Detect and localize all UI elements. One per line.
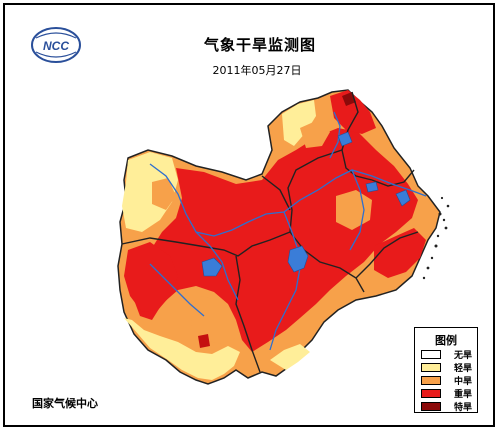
legend-swatch-severe	[421, 389, 441, 398]
light-drought-south	[124, 318, 240, 380]
logo-text: NCC	[43, 39, 69, 53]
severe-drought-east	[374, 228, 426, 278]
legend-item-extreme: 特旱	[421, 401, 477, 413]
legend-label-extreme: 特旱	[454, 403, 473, 413]
rivers	[149, 111, 427, 351]
coastal-islands	[422, 196, 450, 280]
legend-label-moderate: 中旱	[454, 377, 473, 387]
legend-swatch-light	[421, 363, 441, 372]
severe-drought-southwest	[124, 242, 178, 312]
legend-item-light: 轻旱	[421, 362, 477, 374]
legend-label-severe: 重旱	[454, 390, 473, 400]
light-drought-west	[122, 152, 178, 232]
lake-poyang	[287, 245, 309, 273]
legend-swatch-moderate	[421, 376, 441, 385]
map-date: 2011年05月27日	[212, 64, 302, 77]
moderate-patch-3	[300, 120, 330, 148]
severe-drought-northeast	[330, 90, 376, 134]
extreme-drought-2	[198, 334, 210, 348]
light-drought-southeast	[270, 344, 310, 370]
legend-label-none: 无旱	[454, 351, 473, 361]
legend-item-moderate: 中旱	[421, 375, 477, 387]
map-legend: 图例 无旱 轻旱 中旱 重旱 特旱	[414, 327, 478, 413]
ncc-logo-icon: NCC	[31, 27, 81, 63]
legend-swatch-extreme	[421, 402, 441, 411]
legend-item-severe: 重旱	[421, 388, 477, 400]
lake-hongze	[337, 131, 353, 147]
lake-tai	[395, 189, 411, 207]
credit-text: 国家气候中心	[32, 397, 98, 410]
legend-label-light: 轻旱	[454, 364, 473, 374]
map-title: 气象干旱监测图	[203, 36, 316, 54]
legend-item-none: 无旱	[421, 349, 477, 361]
moderate-patch-1	[190, 296, 236, 344]
legend-swatch-none	[421, 350, 441, 359]
moderate-patch-4	[152, 178, 176, 210]
legend-title: 图例	[435, 334, 457, 347]
moderate-patch-2	[336, 190, 372, 230]
lake-chao	[365, 181, 379, 193]
light-drought-north	[282, 100, 316, 146]
lake-dongting	[201, 257, 223, 277]
severe-drought-center	[134, 128, 418, 352]
